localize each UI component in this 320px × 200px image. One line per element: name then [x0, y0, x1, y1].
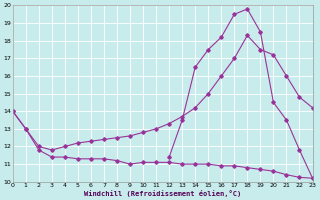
X-axis label: Windchill (Refroidissement éolien,°C): Windchill (Refroidissement éolien,°C)	[84, 190, 241, 197]
